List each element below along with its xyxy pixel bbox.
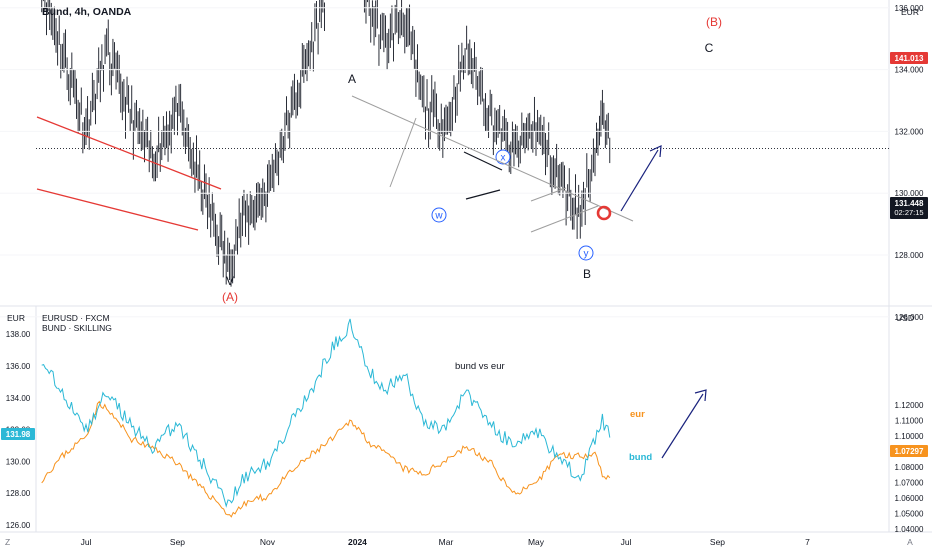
comparison-arrow-head[interactable]	[694, 389, 707, 402]
series-line-eur[interactable]	[41, 400, 611, 518]
left-tick-label: 128.00	[6, 489, 31, 498]
wave-label-x: x	[501, 153, 506, 164]
wave-circle-y	[578, 245, 594, 261]
x-tick-label: Sep	[710, 537, 725, 547]
last-price-badge	[890, 197, 928, 219]
y-tick-label: 126.000	[895, 313, 924, 322]
triangle-lower-line[interactable]	[465, 189, 501, 200]
wave-circle-x	[495, 149, 511, 165]
y-tick-label: 128.000	[895, 251, 924, 260]
x-tick-label: May	[528, 537, 545, 547]
x-tick-label: 7	[805, 537, 810, 547]
left-tick-label: 138.00	[6, 330, 31, 339]
price-pane[interactable]	[36, 0, 889, 287]
triangle-upper-line[interactable]	[463, 151, 503, 171]
series-line-bund[interactable]	[41, 318, 611, 508]
comparison-pane[interactable]	[41, 318, 611, 518]
breakout-circle[interactable]	[596, 205, 612, 221]
wave-label-B-major: (B)	[706, 15, 722, 29]
projection-arrow-shaft[interactable]	[620, 149, 659, 212]
legend-eurusd[interactable]: EURUSD · FXCM	[42, 313, 110, 323]
eur-value-label: 1.07297	[895, 447, 924, 456]
y-tick-label: 134.000	[895, 66, 924, 75]
x-tick-label: Mar	[439, 537, 454, 547]
wave-label-y: y	[584, 249, 589, 260]
y-tick-label: 136.000	[895, 4, 924, 13]
left-axis-currency[interactable]: EUR	[7, 313, 25, 323]
wedge-upper-line[interactable]	[530, 187, 567, 202]
log-scale-toggle[interactable]: Z	[5, 537, 10, 547]
wave-label-V: V	[226, 274, 234, 288]
left-tick-label: 136.00	[6, 362, 31, 371]
wave-label-A-major: (A)	[222, 290, 238, 304]
bund-value-label: 131.98	[6, 430, 31, 439]
right-tick-label: 1.08000	[895, 463, 924, 472]
wave-label-C: C	[705, 41, 714, 55]
falling-channel-upper[interactable]	[36, 116, 222, 190]
y-tick-label: 130.000	[895, 189, 924, 198]
right-axis-unit[interactable]: USD	[896, 313, 914, 323]
wedge-lower-line[interactable]	[530, 205, 599, 233]
bund-series-label: bund	[629, 452, 652, 463]
x-tick-label: Jul	[621, 537, 632, 547]
x-tick-label: Nov	[260, 537, 276, 547]
wave-label-A: A	[348, 72, 356, 86]
right-tick-label: 1.04000	[895, 525, 924, 534]
left-tick-label: 126.00	[6, 521, 31, 530]
legend-bund[interactable]: BUND · SKILLING	[42, 323, 112, 333]
wave-w-line[interactable]	[389, 117, 417, 188]
comparison-arrow-shaft[interactable]	[661, 393, 704, 459]
x-tick-label: Jul	[81, 537, 92, 547]
wave-b-trendline[interactable]	[351, 95, 634, 222]
eur-series-label: eur	[630, 409, 645, 420]
wave-label-w: w	[434, 211, 443, 222]
x-tick-label: 2024	[348, 537, 367, 547]
target-price-label: 141.013	[895, 54, 924, 63]
right-tick-label: 1.06000	[895, 494, 924, 503]
eur-value-badge	[890, 445, 928, 457]
bund-value-badge	[1, 428, 35, 440]
right-tick-label: 1.10000	[895, 432, 924, 441]
right-tick-label: 1.07000	[895, 478, 924, 487]
right-tick-label: 1.05000	[895, 509, 924, 518]
y-tick-label: 132.000	[895, 127, 924, 136]
last-price-label: 131.448	[895, 199, 924, 208]
left-tick-label: 134.00	[6, 394, 31, 403]
left-tick-label: 130.00	[6, 457, 31, 466]
wave-label-B: B	[583, 267, 591, 281]
right-axis-currency[interactable]: EUR	[901, 7, 919, 17]
right-tick-label: 1.11000	[895, 416, 924, 425]
chart-title: Bund, 4h, OANDA	[42, 6, 132, 18]
x-tick-label: Sep	[170, 537, 185, 547]
wave-circle-w	[431, 207, 447, 223]
right-tick-label: 1.12000	[895, 401, 924, 410]
bar-countdown: 02:27:15	[894, 208, 923, 217]
target-price-badge	[890, 52, 928, 64]
auto-scale-toggle[interactable]: A	[907, 537, 913, 547]
bund-vs-eur-label: bund vs eur	[455, 361, 505, 372]
falling-channel-lower[interactable]	[36, 188, 199, 231]
projection-arrow-head[interactable]	[649, 145, 662, 158]
